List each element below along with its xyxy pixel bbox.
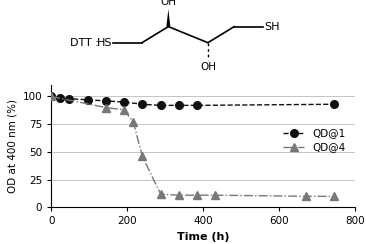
Text: OH: OH (160, 0, 176, 7)
Legend: QD@1, QD@4: QD@1, QD@4 (279, 124, 350, 157)
Text: DTT :: DTT : (70, 38, 98, 48)
Text: OH: OH (200, 62, 216, 72)
Text: HS: HS (97, 38, 112, 48)
Text: SH: SH (264, 22, 279, 31)
Polygon shape (167, 9, 170, 27)
Y-axis label: OD at 400 nm (%): OD at 400 nm (%) (7, 99, 17, 193)
X-axis label: Time (h): Time (h) (177, 232, 229, 242)
